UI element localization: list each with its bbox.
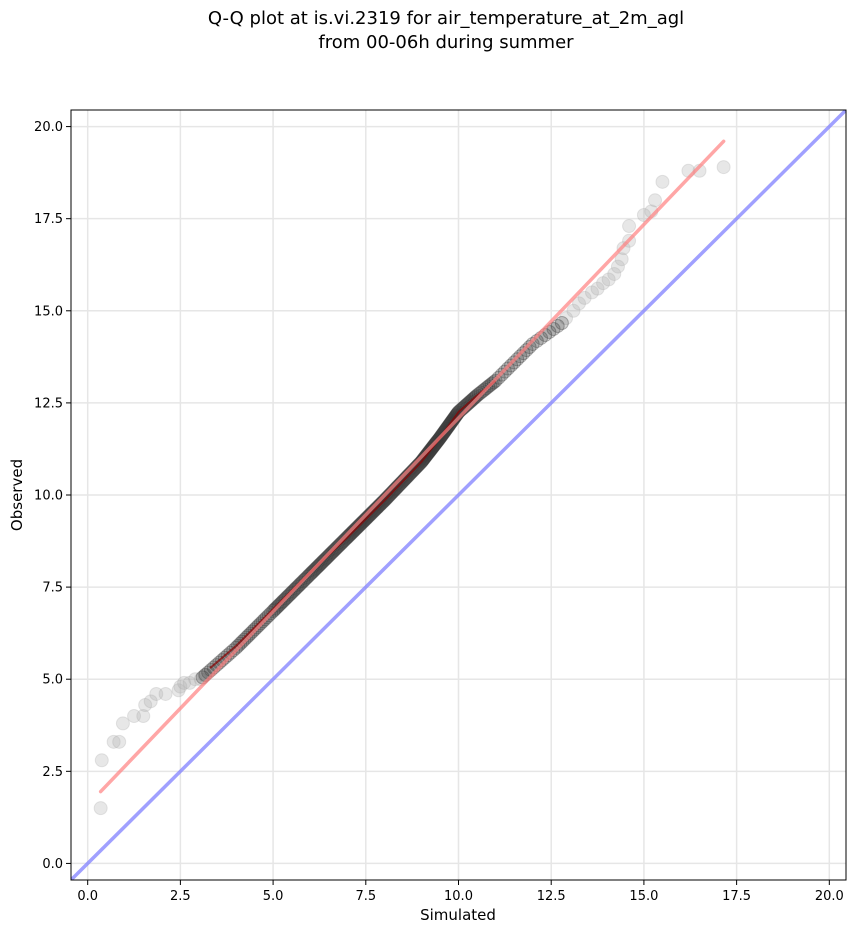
y-tick-label-8: 20.0 [34, 120, 63, 135]
x-tick-label-0: 0.0 [77, 889, 98, 904]
data-point-243 [546, 321, 561, 336]
data-point-11 [226, 643, 241, 658]
chart-title-line-1: Q-Q plot at is.vi.2319 for air_temperatu… [208, 8, 684, 29]
outlier-point-11 [171, 683, 186, 698]
outlier-point-27 [610, 259, 625, 274]
outlier-point-7 [138, 698, 153, 712]
y-axis-ticks: 0.0 2.5 5.0 7.5 10.0 12.5 15.0 17.5 20.0 [34, 120, 71, 872]
outlier-point-3 [112, 734, 127, 749]
outlier-point-28 [614, 252, 629, 267]
x-tick-label-7: 17.5 [722, 889, 751, 904]
outlier-point-15 [188, 672, 203, 687]
outlier-point-1 [94, 753, 109, 768]
outlier-point-12 [173, 679, 188, 694]
outlier-point-26 [607, 266, 622, 281]
outlier-point-13 [177, 675, 192, 690]
identity-line [71, 110, 846, 880]
x-tick-label-4: 10.0 [444, 889, 473, 904]
outlier-point-19 [566, 303, 581, 318]
x-axis-ticks: 0.0 2.5 5.0 7.5 10.0 12.5 15.0 17.5 20.0 [77, 880, 844, 904]
data-point-234 [513, 349, 528, 364]
outlier-point-10 [158, 686, 173, 701]
outlier-point-6 [136, 709, 151, 724]
x-tick-label-6: 15.0 [629, 889, 658, 904]
y-tick-label-7: 17.5 [34, 212, 63, 227]
outlier-point-21 [577, 290, 592, 305]
outlier-point-9 [149, 686, 164, 701]
data-point-244 [550, 318, 565, 333]
outlier-point-35 [655, 174, 670, 189]
x-axis-label: Simulated [420, 906, 496, 924]
outlier-point-14 [182, 675, 197, 690]
x-tick-label-3: 7.5 [355, 889, 376, 904]
data-point-245 [554, 315, 569, 330]
y-tick-label-5: 12.5 [34, 396, 63, 411]
outlier-point-5 [127, 709, 142, 724]
data-point-236 [519, 343, 534, 358]
y-tick-label-3: 7.5 [42, 581, 63, 596]
data-point-10 [223, 645, 238, 660]
outlier-point-8 [143, 694, 158, 709]
outlier-point-24 [596, 276, 611, 291]
outlier-point-18 [559, 311, 574, 326]
data-point-235 [516, 346, 531, 361]
outlier-point-22 [584, 285, 599, 300]
y-tick-label-0: 0.0 [42, 857, 63, 872]
core-fit-trace [209, 380, 497, 669]
points-group [93, 160, 731, 816]
data-point-9 [220, 648, 235, 663]
y-axis-label: Observed [8, 459, 26, 531]
regression-fit-line [98, 139, 726, 794]
y-tick-label-2: 5.0 [42, 673, 63, 688]
chart-title-line-2: from 00-06h during summer [318, 32, 574, 53]
y-tick-label-1: 2.5 [42, 765, 63, 780]
outlier-point-31 [622, 219, 637, 234]
y-tick-label-4: 10.0 [34, 489, 63, 504]
outlier-point-38 [716, 160, 731, 175]
outlier-point-4 [115, 716, 130, 731]
outlier-point-25 [601, 272, 616, 287]
x-tick-label-8: 20.0 [815, 889, 844, 904]
outlier-point-32 [636, 208, 651, 222]
y-tick-label-6: 15.0 [34, 304, 63, 319]
x-tick-label-1: 2.5 [170, 889, 191, 904]
outlier-point-2 [106, 734, 121, 749]
data-point-238 [525, 336, 540, 351]
outlier-point-0 [93, 801, 108, 816]
x-tick-label-5: 12.5 [537, 889, 566, 904]
outlier-point-23 [590, 281, 605, 296]
outlier-point-34 [648, 193, 663, 208]
data-point-237 [522, 340, 537, 355]
x-tick-label-2: 5.0 [263, 889, 284, 904]
outlier-point-20 [572, 296, 587, 311]
